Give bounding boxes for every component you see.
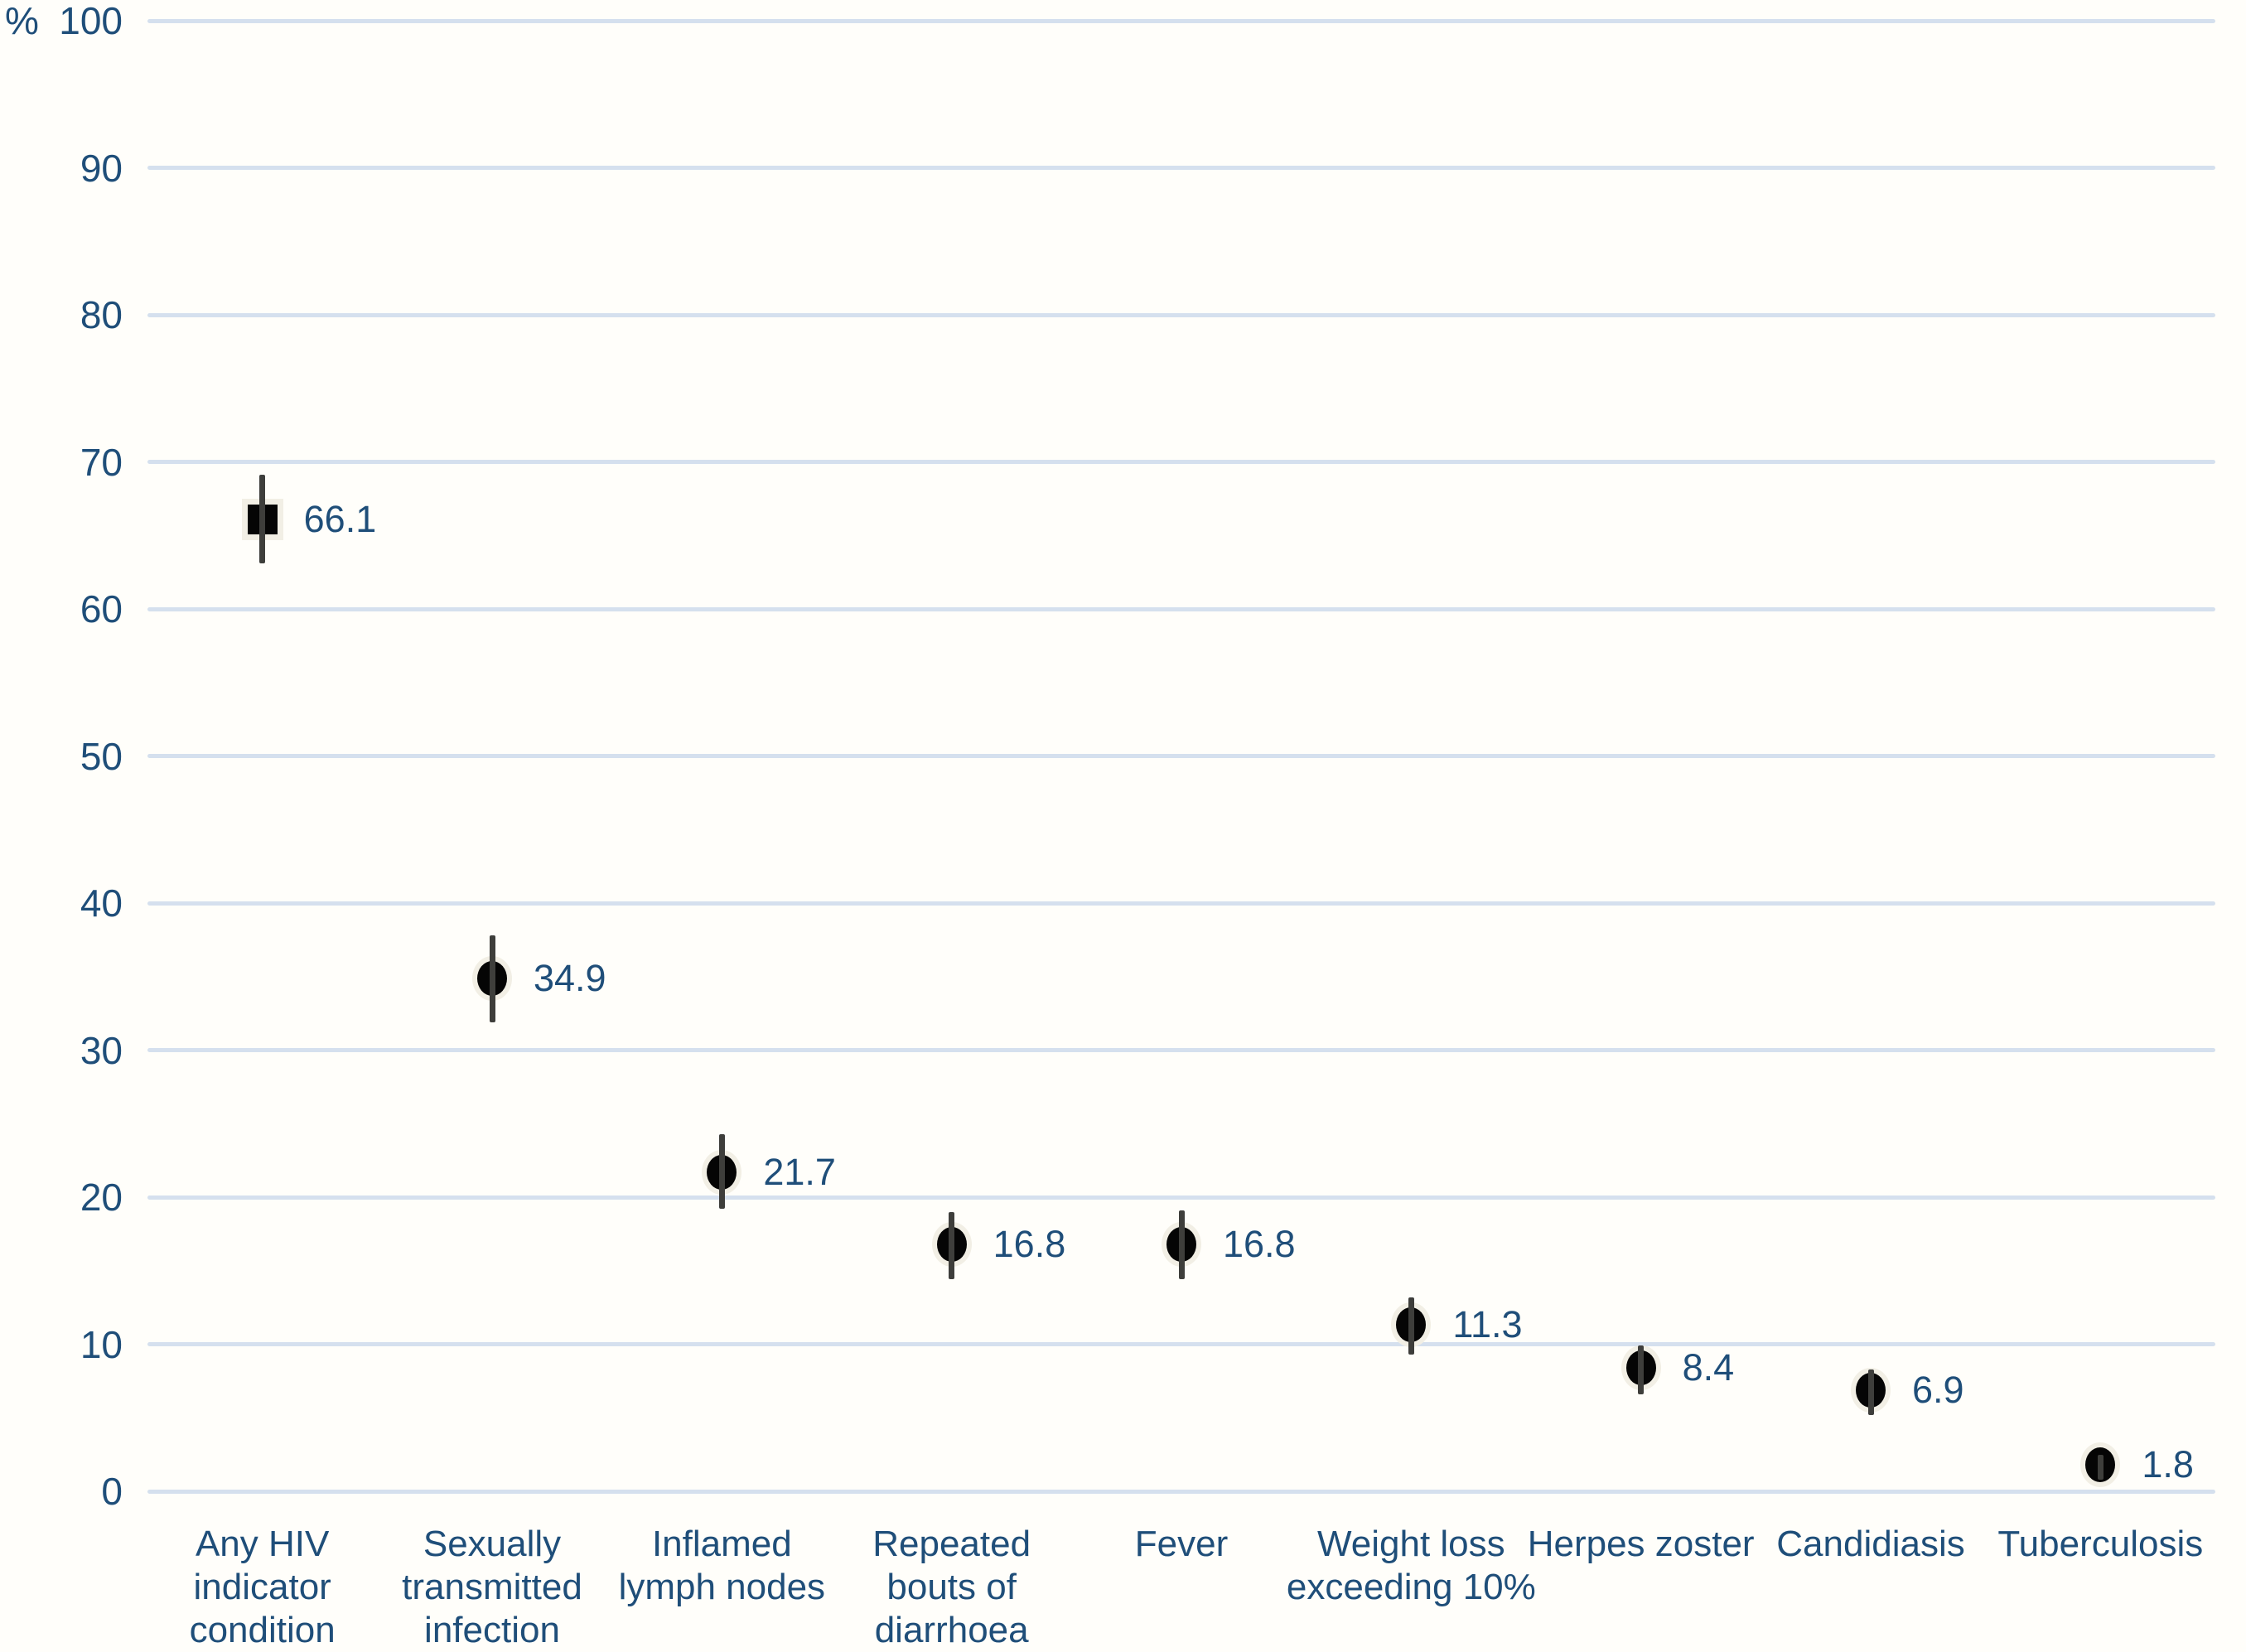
error-bar <box>2097 1454 2104 1480</box>
value-label: 16.8 <box>993 1222 1066 1265</box>
y-tick-label-70: 70 <box>80 440 123 484</box>
x-axis-category-label: Candidiasis <box>1776 1524 1965 1564</box>
gridline-60 <box>147 606 2215 611</box>
y-tick-label-40: 40 <box>80 882 123 925</box>
x-axis-category-label: Sexually transmitted infection <box>402 1524 582 1650</box>
error-bar <box>1408 1297 1414 1355</box>
y-tick-label-20: 20 <box>80 1176 123 1219</box>
y-axis-unit-label: % <box>5 0 39 42</box>
y-tick-label-90: 90 <box>80 146 123 190</box>
y-tick-label-0: 0 <box>101 1470 123 1513</box>
value-label: 66.1 <box>303 497 377 540</box>
x-axis-category-label: Tuberculosis <box>1997 1524 2204 1564</box>
value-label: 6.9 <box>1912 1368 1964 1411</box>
value-label: 11.3 <box>1452 1303 1523 1346</box>
gridline-10 <box>147 1342 2215 1346</box>
value-label: 21.7 <box>763 1150 836 1193</box>
x-axis-category-label: Weight loss exceeding 10% <box>1286 1524 1536 1607</box>
value-label: 34.9 <box>534 956 606 999</box>
error-bar <box>1638 1345 1645 1394</box>
x-axis-category-label: Inflamed lymph nodes <box>618 1524 826 1607</box>
error-bar <box>489 935 495 1022</box>
gridline-100 <box>147 18 2215 23</box>
x-axis-category-label: Herpes zoster <box>1527 1524 1755 1564</box>
gridline-30 <box>147 1048 2215 1052</box>
gridline-90 <box>147 166 2215 170</box>
error-bar <box>1867 1369 1874 1415</box>
gridline-0 <box>147 1489 2215 1494</box>
y-tick-label-10: 10 <box>80 1322 123 1366</box>
gridline-70 <box>147 460 2215 464</box>
error-bar <box>259 475 266 563</box>
gridline-20 <box>147 1195 2215 1200</box>
value-label: 16.8 <box>1223 1222 1296 1265</box>
gridline-40 <box>147 901 2215 906</box>
y-tick-label-100: 100 <box>59 0 123 42</box>
error-bar <box>718 1133 725 1210</box>
gridline-80 <box>147 312 2215 317</box>
value-label: 8.4 <box>1682 1345 1735 1389</box>
x-axis-category-label: Fever <box>1134 1524 1229 1564</box>
error-bar <box>1178 1210 1185 1280</box>
y-tick-label-80: 80 <box>80 293 123 336</box>
value-label: 1.8 <box>2142 1443 2194 1486</box>
y-tick-label-30: 30 <box>80 1028 123 1072</box>
y-tick-label-50: 50 <box>80 734 123 778</box>
y-tick-label-60: 60 <box>80 587 123 630</box>
gridline-50 <box>147 754 2215 758</box>
error-bar <box>949 1211 955 1280</box>
